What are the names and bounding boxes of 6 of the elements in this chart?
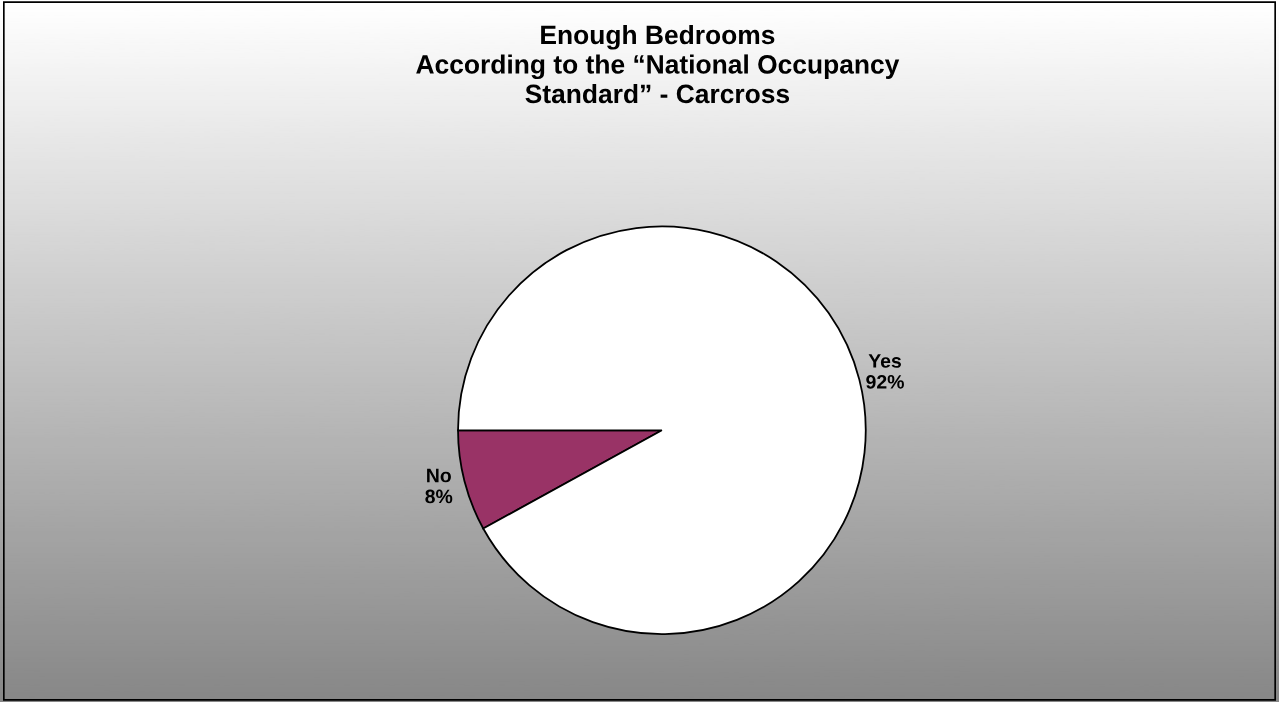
data-label: 92% (866, 374, 904, 389)
data-label: 8% (425, 489, 453, 504)
pie-slice (457, 225, 867, 636)
slice-label: No (427, 468, 451, 483)
chart-title: Enough Bedrooms According to the “National Occupancy Standard” - Carcross (416, 24, 900, 104)
slice-label: Yes (868, 354, 901, 368)
